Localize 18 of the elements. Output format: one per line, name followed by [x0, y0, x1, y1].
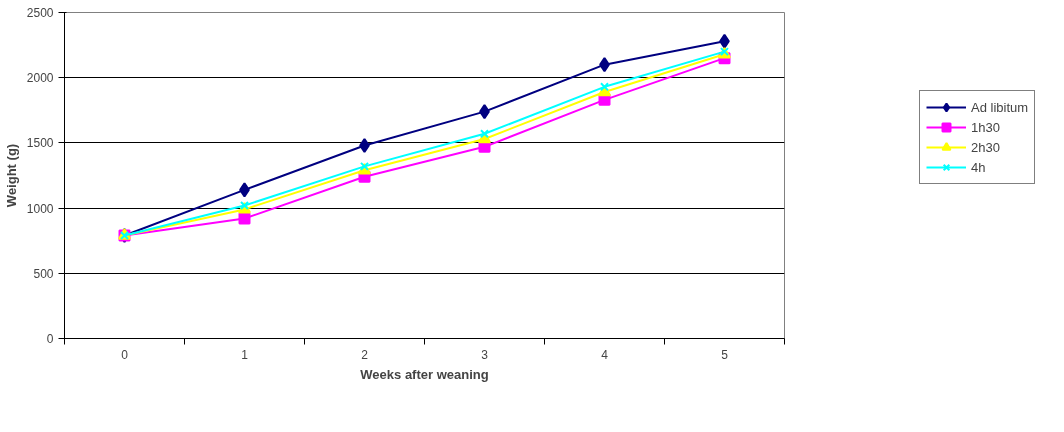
y-tick-label: 0 [46, 332, 54, 346]
y-tick-label: 500 [33, 266, 54, 281]
y-tick-label: 1000 [26, 201, 54, 216]
y-tick-label: 2500 [26, 6, 54, 20]
x-axis-title: Weeks after weaning [360, 366, 489, 382]
legend-label: 4h [971, 159, 987, 175]
legend-label: 1h30 [971, 119, 1000, 135]
x-tick-label: 5 [721, 347, 729, 362]
legend-label: 2h30 [971, 139, 1000, 155]
x-tick-label: 0 [121, 347, 129, 362]
y-tick-label: 2000 [26, 71, 54, 86]
legend-label: Ad libitum [971, 99, 1029, 115]
y-axis-title: Weight (g) [3, 143, 19, 208]
x-tick-label: 2 [361, 347, 369, 362]
x-tick-label: 1 [241, 347, 249, 362]
x-tick-label: 4 [601, 347, 609, 362]
y-tick-label: 1500 [26, 136, 54, 151]
x-tick-label: 3 [481, 347, 489, 362]
